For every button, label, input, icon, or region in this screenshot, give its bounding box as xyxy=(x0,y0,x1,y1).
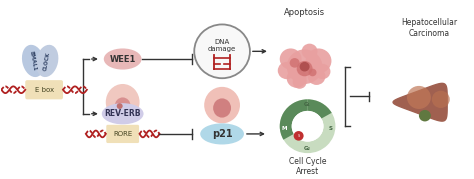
Circle shape xyxy=(292,111,323,142)
Circle shape xyxy=(309,69,317,76)
Ellipse shape xyxy=(115,97,131,115)
Text: RORE: RORE xyxy=(113,131,132,137)
Circle shape xyxy=(297,61,312,76)
Ellipse shape xyxy=(106,84,139,120)
Ellipse shape xyxy=(200,123,244,144)
Circle shape xyxy=(280,49,301,70)
Text: G₂: G₂ xyxy=(304,146,311,151)
FancyBboxPatch shape xyxy=(106,125,139,143)
Circle shape xyxy=(294,131,304,141)
Circle shape xyxy=(308,68,326,85)
Ellipse shape xyxy=(104,49,142,70)
Circle shape xyxy=(301,44,318,59)
Text: BMAL1: BMAL1 xyxy=(29,50,37,71)
Text: Hepatocellular
Carcinoma: Hepatocellular Carcinoma xyxy=(401,18,457,38)
Circle shape xyxy=(278,62,296,79)
Text: Apoptosis: Apoptosis xyxy=(284,8,325,17)
Circle shape xyxy=(306,49,331,73)
Circle shape xyxy=(287,69,307,88)
Circle shape xyxy=(315,64,330,79)
Text: S: S xyxy=(328,126,332,131)
Circle shape xyxy=(194,25,250,78)
Circle shape xyxy=(407,86,431,109)
Polygon shape xyxy=(393,83,447,121)
Circle shape xyxy=(287,49,322,84)
Wedge shape xyxy=(280,99,308,140)
Wedge shape xyxy=(280,99,336,153)
Text: REV-ERB: REV-ERB xyxy=(104,109,141,118)
Text: E box: E box xyxy=(35,87,54,93)
Circle shape xyxy=(290,58,300,68)
Text: CLOCK: CLOCK xyxy=(43,51,51,71)
FancyBboxPatch shape xyxy=(25,80,63,99)
Ellipse shape xyxy=(204,87,240,123)
Ellipse shape xyxy=(102,103,144,124)
Text: WEE1: WEE1 xyxy=(109,55,136,64)
Ellipse shape xyxy=(117,103,123,109)
Circle shape xyxy=(419,110,431,121)
Text: S: S xyxy=(298,134,300,138)
Text: G₁: G₁ xyxy=(304,102,311,107)
Ellipse shape xyxy=(213,98,231,118)
Text: Cell Cycle
Arrest: Cell Cycle Arrest xyxy=(289,157,326,176)
Wedge shape xyxy=(308,99,332,118)
Text: M: M xyxy=(282,126,287,131)
Circle shape xyxy=(432,91,450,108)
Text: DNA
damage: DNA damage xyxy=(208,39,236,52)
Circle shape xyxy=(300,62,310,71)
Ellipse shape xyxy=(36,45,58,77)
Circle shape xyxy=(292,75,307,89)
Text: p21: p21 xyxy=(212,129,232,139)
Ellipse shape xyxy=(22,45,45,77)
